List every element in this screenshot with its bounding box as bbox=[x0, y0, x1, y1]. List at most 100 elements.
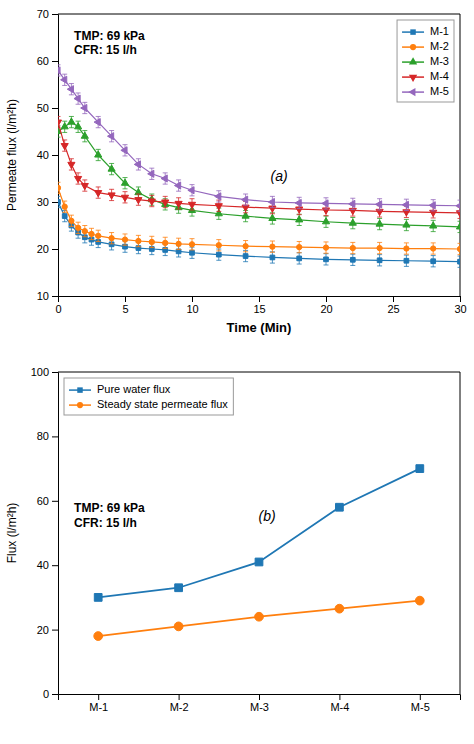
marker bbox=[174, 182, 180, 189]
annotation-line: TMP: 69 kPa bbox=[74, 29, 145, 43]
legend-marker bbox=[77, 387, 82, 392]
tick: 10 bbox=[37, 290, 58, 302]
marker bbox=[296, 216, 303, 222]
tick: 25 bbox=[387, 296, 399, 315]
marker bbox=[188, 202, 195, 208]
marker bbox=[58, 67, 60, 74]
annotation: (a) bbox=[271, 168, 288, 184]
tick: M-4 bbox=[330, 694, 349, 713]
legend: Pure water fluxSteady state permeate flu… bbox=[64, 378, 233, 415]
marker bbox=[297, 256, 302, 261]
marker bbox=[148, 170, 154, 177]
error-bar bbox=[297, 253, 302, 264]
marker bbox=[377, 258, 382, 263]
marker bbox=[89, 231, 94, 236]
tick-mark bbox=[52, 501, 58, 502]
marker bbox=[404, 246, 409, 251]
tick-label: 30 bbox=[454, 303, 466, 315]
line bbox=[58, 122, 460, 213]
marker bbox=[376, 220, 383, 226]
marker bbox=[94, 632, 103, 641]
tick-label: 20 bbox=[37, 243, 49, 255]
legend-label: M-3 bbox=[430, 55, 449, 67]
error-bar bbox=[96, 230, 101, 241]
marker bbox=[429, 202, 435, 209]
marker bbox=[75, 176, 82, 182]
tick-mark bbox=[52, 372, 58, 373]
error-bar bbox=[149, 236, 154, 247]
error-bar bbox=[270, 241, 275, 252]
tick-mark bbox=[420, 694, 421, 700]
marker bbox=[68, 162, 75, 168]
tick: 100 bbox=[31, 366, 58, 378]
tick: 0 bbox=[55, 296, 61, 315]
marker bbox=[175, 201, 182, 207]
error-bar bbox=[404, 243, 409, 254]
error-bar bbox=[123, 234, 128, 245]
marker bbox=[61, 144, 68, 150]
tick: 60 bbox=[37, 55, 58, 67]
series bbox=[58, 116, 460, 218]
marker bbox=[121, 195, 128, 201]
legend-marker bbox=[77, 402, 83, 408]
marker bbox=[269, 214, 276, 220]
marker bbox=[297, 244, 302, 249]
x-axis: M-1M-2M-3M-4M-5 bbox=[59, 694, 461, 713]
marker bbox=[175, 584, 183, 592]
marker bbox=[67, 86, 73, 93]
tick-label: 15 bbox=[253, 303, 265, 315]
tick: 5 bbox=[122, 296, 128, 315]
line bbox=[58, 122, 460, 227]
marker bbox=[416, 465, 424, 473]
error-bar bbox=[62, 201, 67, 212]
marker bbox=[402, 201, 408, 208]
tick-mark bbox=[52, 296, 58, 297]
legend-marker bbox=[409, 57, 417, 64]
tick: 30 bbox=[37, 196, 58, 208]
marker bbox=[176, 241, 181, 246]
error-bar bbox=[163, 237, 168, 248]
legend-item: Pure water flux bbox=[69, 383, 171, 395]
marker bbox=[270, 244, 275, 249]
marker bbox=[350, 245, 355, 250]
series bbox=[94, 465, 423, 602]
tick-mark bbox=[52, 61, 58, 62]
x-axis: 051015202530 bbox=[55, 296, 466, 315]
tick: 50 bbox=[37, 102, 58, 114]
marker bbox=[61, 76, 67, 83]
marker bbox=[255, 558, 263, 566]
tick: 20 bbox=[37, 624, 58, 636]
tick-label: 5 bbox=[122, 303, 128, 315]
tick-label: 30 bbox=[37, 196, 49, 208]
tick-mark bbox=[52, 155, 58, 156]
marker bbox=[190, 250, 195, 255]
tick-label: 40 bbox=[37, 559, 49, 571]
figure: 10203040506070051015202530Time (Min)Perm… bbox=[0, 0, 474, 744]
tick-mark bbox=[52, 694, 58, 695]
annotation: (b) bbox=[258, 508, 275, 524]
legend-marker bbox=[409, 75, 417, 82]
tick-mark bbox=[58, 296, 59, 302]
legend-item: M-2 bbox=[402, 40, 449, 52]
marker bbox=[108, 193, 115, 199]
plot-area bbox=[94, 465, 424, 641]
tick-label: 0 bbox=[43, 688, 49, 700]
frame bbox=[58, 372, 460, 373]
legend-label: M-5 bbox=[430, 85, 449, 97]
tick-mark bbox=[393, 296, 394, 302]
tick-mark bbox=[52, 249, 58, 250]
marker bbox=[457, 246, 460, 251]
marker bbox=[268, 198, 274, 205]
marker bbox=[335, 604, 344, 613]
error-bar bbox=[377, 242, 382, 253]
tick-label: M-1 bbox=[89, 701, 108, 713]
marker bbox=[108, 165, 115, 171]
error-bar bbox=[243, 241, 248, 252]
marker bbox=[377, 245, 382, 250]
marker bbox=[149, 239, 154, 244]
legend-label: M-1 bbox=[430, 25, 449, 37]
legend-label: Pure water flux bbox=[97, 383, 171, 395]
marker bbox=[161, 175, 167, 182]
marker bbox=[270, 255, 275, 260]
error-bar bbox=[76, 222, 81, 233]
